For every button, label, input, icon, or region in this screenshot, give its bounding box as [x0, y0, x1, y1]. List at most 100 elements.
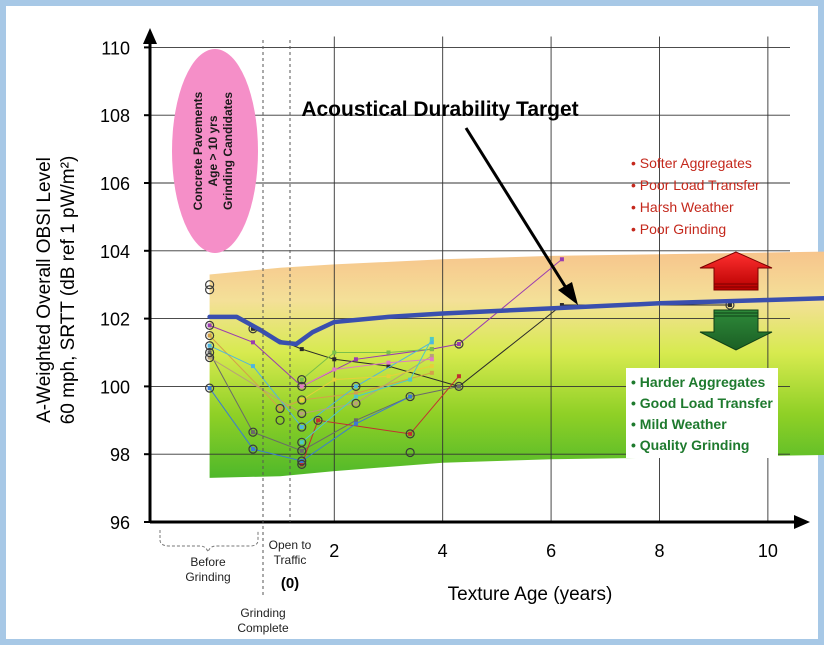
data-series-marker: [429, 336, 434, 341]
x-tick-label: 10: [758, 541, 778, 561]
data-point: [275, 415, 285, 425]
data-series-marker: [278, 406, 283, 411]
data-series-marker: [299, 458, 304, 463]
data-series-marker: [559, 257, 564, 262]
factor-down-item: • Harder Aggregates: [631, 374, 766, 390]
data-series-marker: [207, 355, 212, 360]
data-series-marker: [353, 421, 358, 426]
factors-down-list: • Harder Aggregates • Good Load Transfer •…: [631, 374, 773, 453]
data-series-marker: [353, 401, 358, 406]
data-series-marker: [353, 357, 358, 362]
data-series-marker: [408, 431, 413, 436]
title-pointer-arrow: [464, 127, 570, 292]
grinding-candidates-label: Concrete PavementsAge > 10 yrsGrinding C…: [191, 91, 235, 210]
factor-up-item: • Poor Grinding: [631, 221, 726, 237]
data-series-marker: [386, 374, 391, 379]
data-series-marker: [207, 333, 212, 338]
data-series-marker: [207, 386, 212, 391]
data-series-line: [301, 375, 460, 465]
grinding-complete-label: Grinding Complete: [237, 606, 289, 635]
data-point: [275, 403, 285, 414]
data-series-line: [301, 358, 432, 387]
x-axis-title: Texture Age (years): [448, 584, 613, 605]
data-series-marker: [353, 384, 358, 389]
y-tick-label: 106: [100, 174, 130, 194]
data-series-marker: [386, 350, 391, 355]
increase-arrow: [699, 251, 773, 291]
data-point: [297, 395, 307, 405]
candidates-line-1: Concrete Pavements: [191, 91, 205, 210]
y-tick-label: 110: [101, 38, 130, 58]
factor-up-item: • Softer Aggregates: [631, 155, 752, 171]
data-series-marker: [299, 425, 304, 430]
x-axis-arrow: [794, 515, 810, 529]
factor-down-item: • Mild Weather: [631, 416, 727, 432]
grinding-candidates-ellipse: [172, 49, 258, 253]
data-series-marker: [332, 357, 337, 362]
data-point: [248, 444, 258, 454]
data-series-marker: [299, 347, 304, 352]
x-tick-label: 2: [329, 541, 339, 561]
grinding-complete-line-2: Complete: [237, 621, 289, 635]
data-series-line: [301, 365, 432, 401]
data-point: [297, 446, 307, 456]
data-series-marker: [250, 364, 255, 369]
open-to-traffic-line-2: Traffic: [274, 553, 307, 567]
before-grinding-line-1: Before: [190, 555, 226, 569]
data-series-marker: [353, 418, 358, 423]
data-series-marker: [353, 391, 358, 396]
x-tick-label: 6: [546, 541, 556, 561]
data-point: [351, 381, 361, 391]
data-series-marker: [429, 347, 434, 352]
data-series-marker: [207, 350, 212, 355]
factor-down-item: • Good Load Transfer: [631, 395, 773, 411]
data-series-marker: [727, 303, 732, 308]
y-tick-label: 98: [110, 445, 130, 465]
data-point: [405, 429, 415, 439]
data-point: [205, 341, 215, 351]
data-series-marker: [299, 411, 304, 416]
grinding-complete-line-1: Grinding: [240, 606, 285, 620]
y-axis-title-line-2: 60 mph, SRTT (dB ref 1 pW/m²): [58, 156, 79, 425]
before-grinding-line-2: Grinding: [185, 570, 230, 584]
data-point: [297, 456, 307, 466]
data-series-marker: [332, 367, 337, 372]
data-point: [454, 381, 464, 391]
data-point: [205, 347, 215, 358]
data-point: [205, 352, 215, 363]
y-tick-label: 96: [110, 513, 130, 533]
before-grinding-bracket: [159, 530, 259, 554]
data-series-line: [301, 348, 432, 380]
data-point: [405, 391, 415, 402]
data-point: [248, 427, 258, 437]
data-series-marker: [250, 326, 255, 331]
data-series-marker: [207, 323, 212, 328]
data-point: [297, 375, 307, 385]
data-series-marker: [429, 357, 434, 362]
data-point: [297, 422, 307, 432]
data-series-marker: [456, 342, 461, 347]
data-series-marker: [408, 394, 413, 399]
data-series-marker: [207, 343, 212, 348]
data-series-marker: [299, 384, 304, 389]
data-series-line: [209, 352, 460, 452]
data-series-marker: [316, 418, 321, 423]
data-point: [297, 459, 307, 469]
x-tick-label: 4: [438, 541, 448, 561]
data-series-marker: [353, 394, 358, 399]
data-series-marker: [429, 370, 434, 375]
data-point: [351, 398, 361, 408]
y-axis-arrow: [143, 28, 157, 44]
factors-down-panel: [626, 368, 778, 458]
data-point: [297, 408, 307, 419]
zero-label: (0): [281, 575, 299, 592]
title-pointer-arrowhead: [558, 282, 578, 305]
data-point: [205, 383, 215, 393]
data-series-marker: [429, 340, 434, 345]
y-tick-label: 104: [100, 242, 130, 262]
open-to-traffic-line-1: Open to: [269, 538, 312, 552]
data-series-marker: [299, 448, 304, 453]
data-series-marker: [299, 462, 304, 467]
data-series-marker: [559, 303, 564, 308]
data-series-marker: [299, 397, 304, 402]
